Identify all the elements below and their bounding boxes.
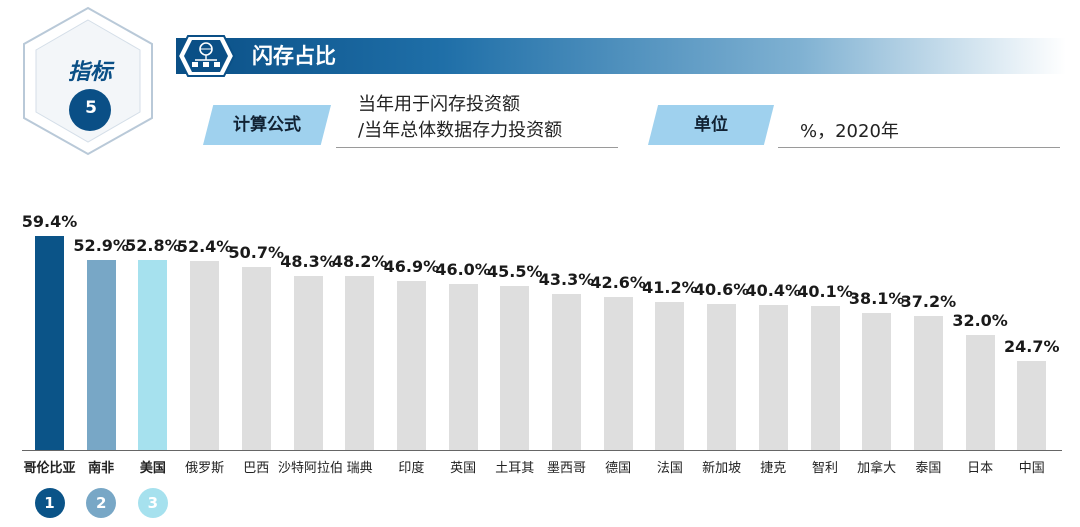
bar-value-label: 59.4% bbox=[21, 212, 78, 232]
bar bbox=[86, 259, 116, 450]
category-label: 南非 bbox=[88, 461, 115, 476]
bar-value-label: 40.4% bbox=[745, 280, 802, 300]
category-label: 泰国 bbox=[915, 461, 942, 476]
rank-badge: 1 bbox=[34, 488, 65, 518]
category-label: 日本 bbox=[967, 461, 994, 476]
bar-value-label: 46.0% bbox=[435, 260, 491, 280]
category-label: 中国 bbox=[1018, 461, 1045, 476]
formula-line-1: 当年用于闪存投资额 bbox=[358, 94, 520, 115]
category-label: 智利 bbox=[811, 461, 838, 476]
bar-value-label: 41.2% bbox=[642, 277, 698, 297]
formula-label: 计算公式 bbox=[203, 105, 331, 145]
bar bbox=[190, 261, 220, 450]
bar-value-label: 37.2% bbox=[900, 292, 957, 312]
bar-value-label: 40.6% bbox=[693, 279, 750, 299]
bar-value-label: 38.1% bbox=[848, 288, 905, 308]
bar-value-label: 43.3% bbox=[538, 270, 595, 290]
bar bbox=[500, 286, 530, 450]
rank-badge: 2 bbox=[86, 488, 117, 518]
title-band bbox=[176, 38, 1066, 74]
rank-badge: 3 bbox=[137, 488, 168, 518]
category-label: 印度 bbox=[398, 461, 425, 476]
bar bbox=[913, 316, 943, 450]
category-label: 土耳其 bbox=[495, 461, 535, 476]
category-label: 法国 bbox=[656, 461, 683, 476]
bar bbox=[965, 334, 995, 450]
bar bbox=[1017, 361, 1047, 450]
bar bbox=[552, 294, 581, 450]
bar-value-label: 52.4% bbox=[176, 237, 233, 257]
bar bbox=[810, 305, 840, 450]
bar bbox=[35, 236, 64, 450]
bar-value-label: 50.7% bbox=[228, 243, 285, 263]
category-label: 哥伦比亚 bbox=[23, 461, 76, 476]
unit-value: %，2020年 bbox=[800, 121, 899, 142]
unit-label: 单位 bbox=[648, 105, 774, 145]
bar bbox=[448, 284, 478, 450]
bar bbox=[396, 281, 426, 450]
bar bbox=[655, 301, 685, 450]
bar-value-label: 52.8% bbox=[125, 235, 181, 255]
unit-underline bbox=[778, 147, 1060, 148]
category-label: 德国 bbox=[605, 461, 632, 476]
bar-value-label: 52.9% bbox=[73, 235, 129, 255]
category-label: 捷克 bbox=[760, 461, 787, 476]
category-label: 巴西 bbox=[243, 461, 270, 476]
bar-value-label: 40.1% bbox=[797, 281, 853, 301]
indicator-number: 5 bbox=[85, 98, 97, 118]
bar bbox=[862, 312, 892, 450]
network-server-icon bbox=[176, 35, 236, 77]
bar-value-label: 42.6% bbox=[590, 272, 646, 292]
indicator-label: 指标 bbox=[67, 60, 112, 85]
bar-value-label: 48.3% bbox=[280, 252, 336, 272]
bar bbox=[345, 276, 375, 450]
bar bbox=[241, 267, 271, 450]
category-label: 美国 bbox=[139, 461, 166, 476]
formula-underline bbox=[336, 147, 618, 148]
bar bbox=[293, 276, 323, 450]
bar-value-label: 24.7% bbox=[1004, 337, 1060, 357]
category-label: 瑞典 bbox=[346, 461, 373, 476]
bar-value-label: 45.5% bbox=[487, 262, 543, 282]
page-title: 闪存占比 bbox=[252, 44, 336, 68]
category-label: 沙特阿拉伯 bbox=[278, 461, 344, 476]
indicator-hexagon bbox=[23, 6, 153, 156]
formula-text: 当年用于闪存投资额 /当年总体数据存力投资额 bbox=[358, 92, 562, 144]
category-label: 加拿大 bbox=[857, 461, 897, 476]
category-label: 英国 bbox=[450, 461, 477, 476]
category-label: 墨西哥 bbox=[546, 461, 586, 476]
bar bbox=[758, 304, 788, 450]
category-label: 新加坡 bbox=[702, 461, 742, 476]
chart-baseline bbox=[22, 450, 1062, 451]
bar-value-label: 46.9% bbox=[383, 257, 440, 277]
bar bbox=[707, 303, 737, 450]
bar-value-label: 48.2% bbox=[331, 252, 388, 272]
category-label: 俄罗斯 bbox=[185, 461, 225, 476]
formula-line-2: /当年总体数据存力投资额 bbox=[358, 120, 563, 141]
bar-value-label: 32.0% bbox=[952, 310, 1008, 330]
bar bbox=[138, 259, 168, 450]
bar bbox=[603, 296, 633, 450]
